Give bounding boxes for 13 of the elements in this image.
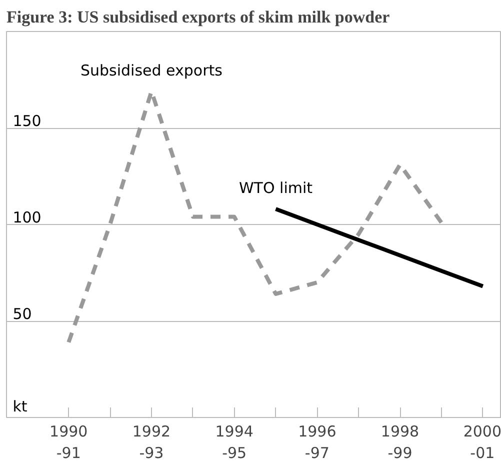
y-tick-label: kt [12,398,28,416]
x-tick-label: 1994 -95 [215,422,254,462]
x-tick-label: 1996 -97 [298,422,336,462]
x-tick-label: 1990 -91 [50,422,88,462]
x-tick-label: 1998 -99 [380,422,420,462]
chart-title: Figure 3: US subsidised exports of skim milk powder [6,8,390,26]
y-tick-label: 50 [12,305,32,323]
series-label: WTO limit [238,179,313,198]
x-tick-label: 1992 -93 [132,422,171,462]
x-tick-label: 2000 -01 [463,422,501,462]
y-tick-label: 150 [12,112,42,130]
y-tick-label: 100 [12,208,42,226]
series-label: Subsidised exports [80,61,223,80]
